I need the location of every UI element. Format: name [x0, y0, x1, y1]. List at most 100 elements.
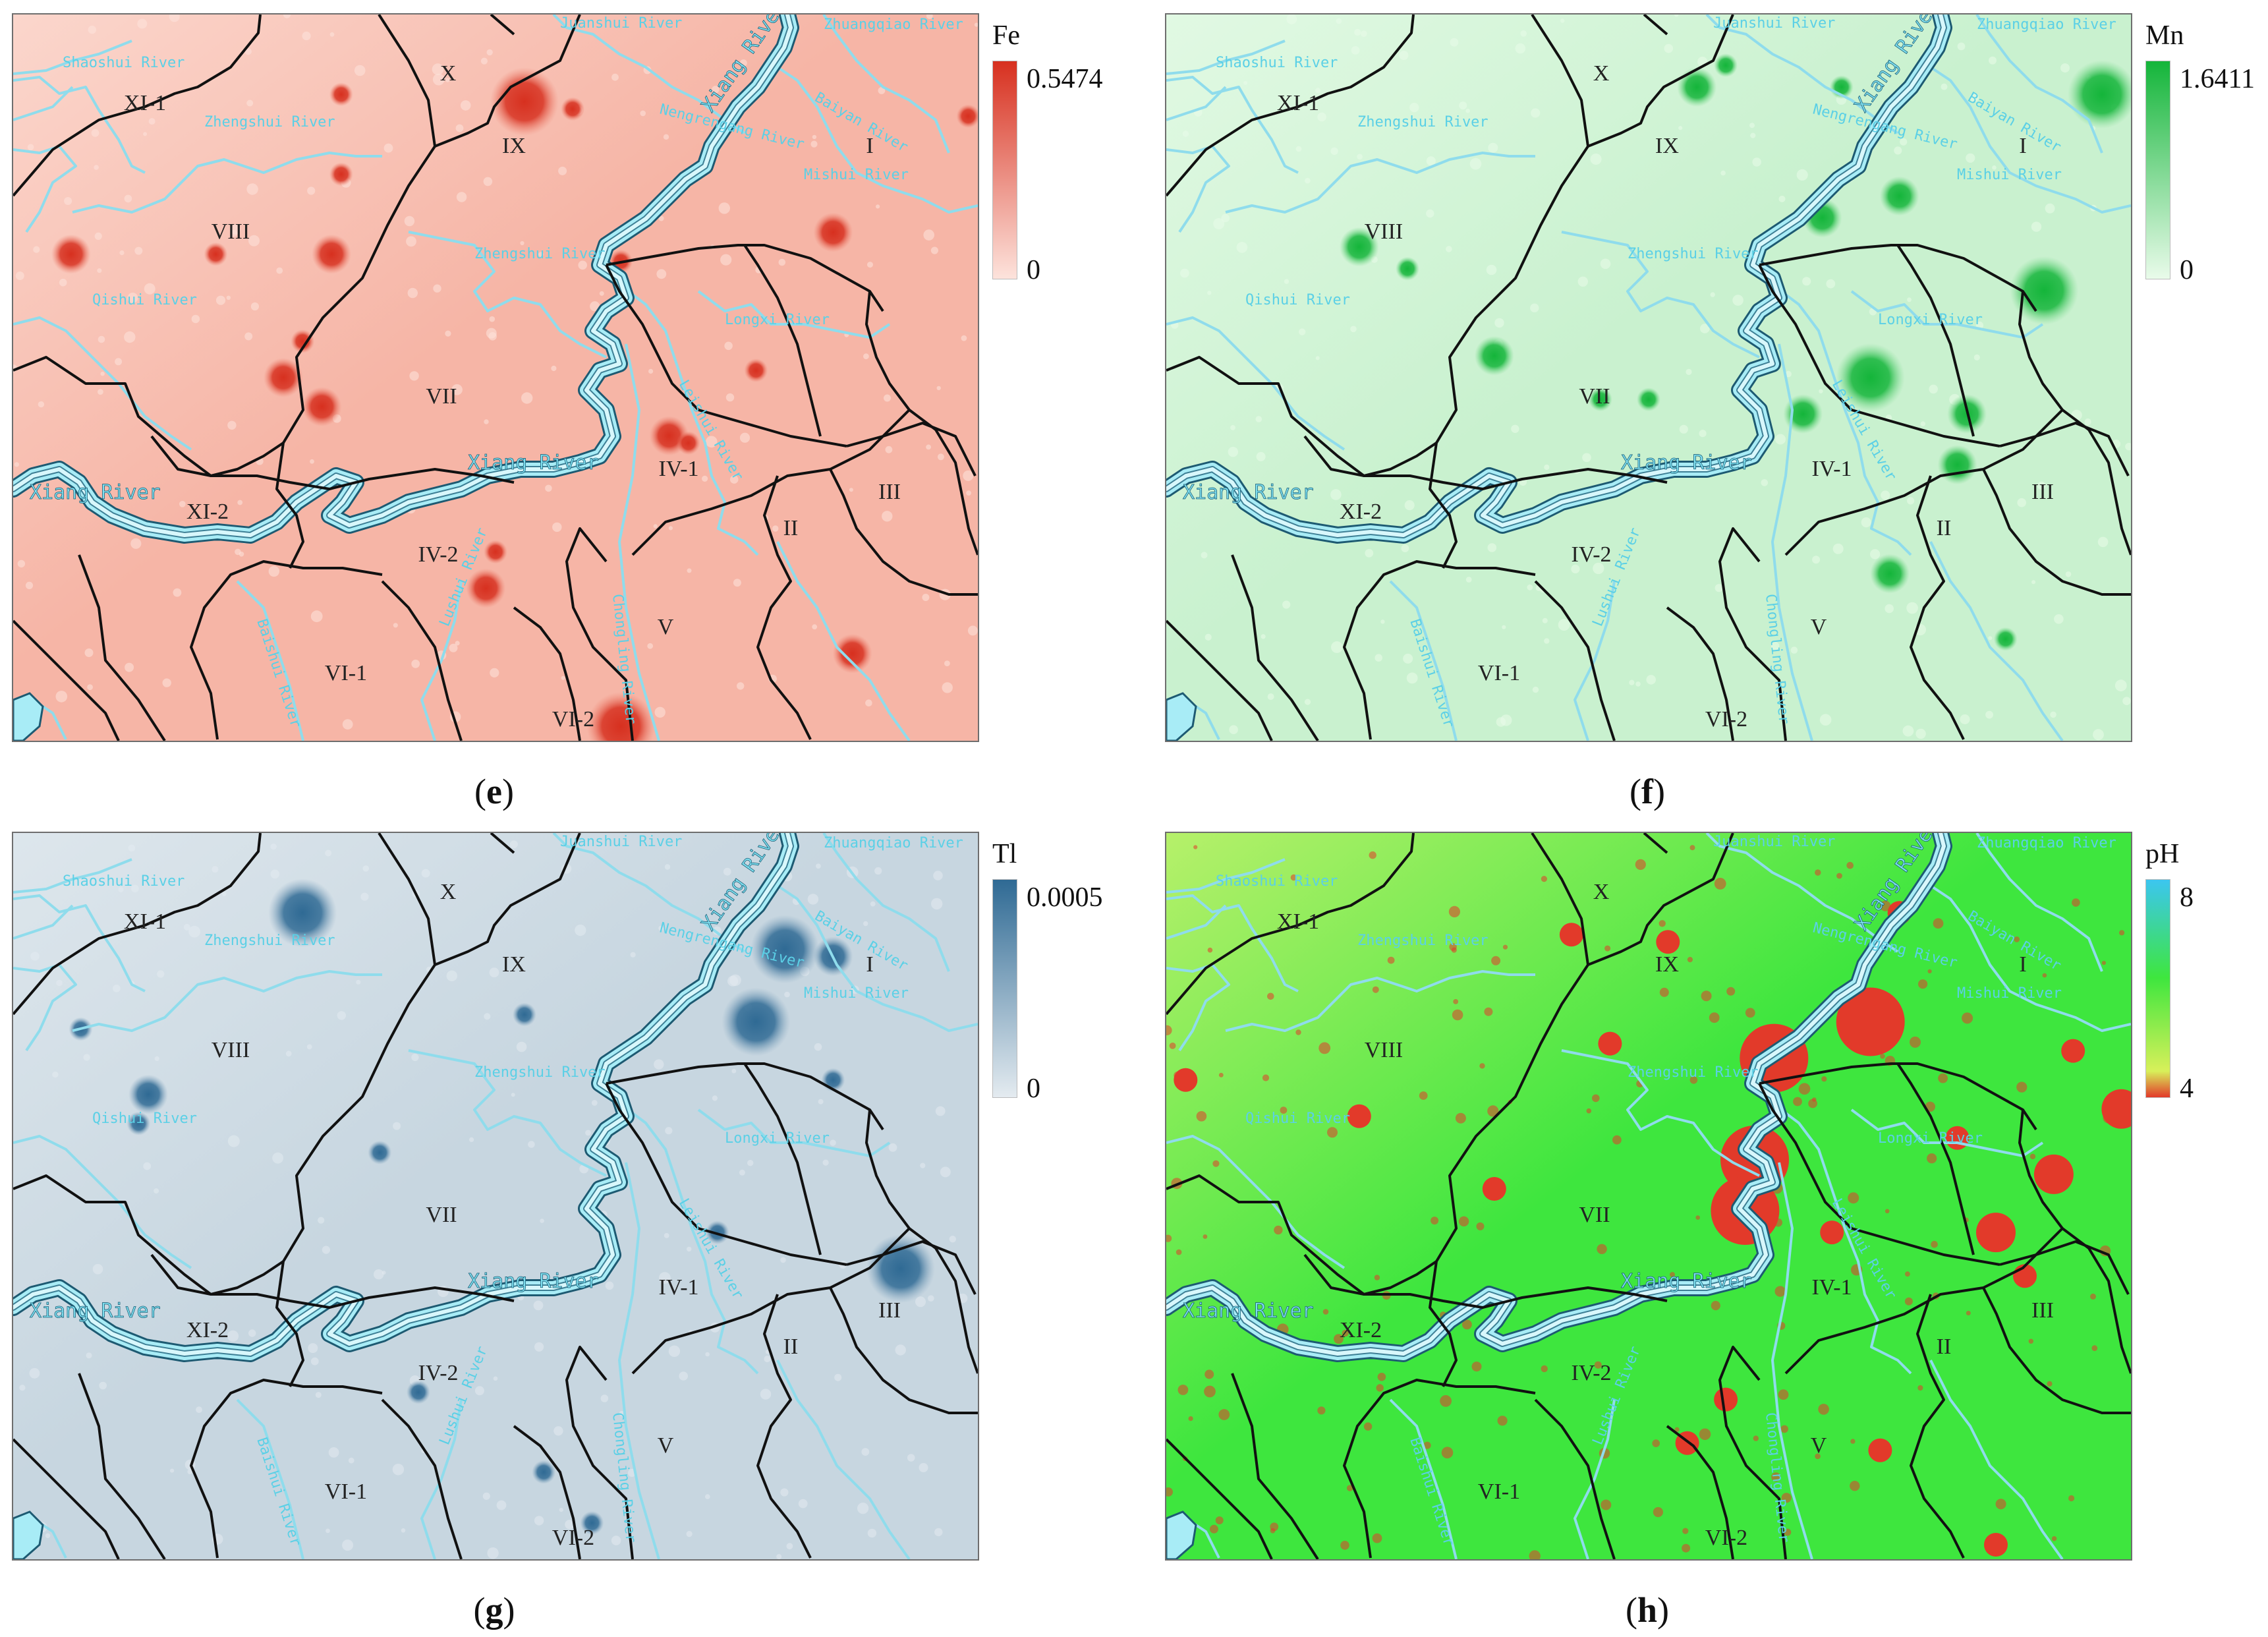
sample-point [449, 643, 458, 652]
sample-point [1597, 1244, 1607, 1254]
zone-label: II [783, 516, 799, 540]
river-label: Zhuangqiao River [824, 835, 963, 851]
sample-point [739, 432, 751, 443]
sample-point [1753, 1435, 1759, 1441]
sample-point [1973, 354, 1980, 361]
sample-point [383, 143, 393, 153]
sample-point [1819, 714, 1832, 726]
sample-point [895, 1344, 906, 1356]
sample-point [237, 500, 243, 505]
tributary-river [1573, 1399, 1616, 1559]
sample-point [926, 444, 931, 450]
zone-boundary [908, 1227, 978, 1374]
map-svg: X XI-1 IX I VIII VII IV-1 III XI-2 II IV-2 V VI-1 VI-… [13, 833, 978, 1559]
legend-max: 1.6411 [2180, 64, 2255, 94]
sample-point [878, 87, 886, 94]
tributary-river [618, 1162, 660, 1559]
concentration-hotspot [1677, 67, 1717, 107]
sample-point [2017, 498, 2026, 507]
panel-f: X XI-1 IX I VIII VII IV-1 III XI-2 II IV-2 V VI-1 VI-… [1165, 13, 2259, 817]
sample-point [1594, 1361, 1602, 1369]
sample-point [307, 187, 316, 195]
tributary-river [1166, 894, 1299, 992]
sample-point [88, 25, 96, 34]
concentration-hotspot [561, 97, 585, 121]
sample-point [1213, 218, 1225, 229]
tributary-river [1166, 86, 1227, 121]
sample-point [705, 1352, 710, 1357]
zone-boundary [78, 554, 166, 741]
tributary-river [552, 833, 746, 953]
river-label: Xiang River [1621, 451, 1752, 474]
zone-label: V [658, 1433, 674, 1458]
sample-point [143, 132, 148, 136]
zone-boundary [1303, 1253, 1668, 1309]
sample-point [882, 511, 893, 522]
sample-point [489, 316, 496, 322]
sample-point [1166, 1025, 1172, 1035]
sample-point [712, 86, 720, 94]
xiang-river [1166, 833, 1946, 1356]
zone-boundary [756, 475, 812, 740]
sample-point [227, 420, 237, 430]
sample-point [451, 384, 463, 395]
tributary-river [13, 963, 77, 1052]
zone-boundary [1166, 1174, 1438, 1296]
sample-point [1205, 1369, 1214, 1379]
legend-min: 0 [1027, 255, 1040, 285]
sample-point [191, 314, 200, 324]
river-label: Zhengshui River [1357, 114, 1488, 130]
sample-point [1732, 295, 1744, 306]
sample-point [1846, 861, 1854, 869]
sample-point [1653, 1507, 1663, 1518]
map-fe: X XI-1 IX I VIII VII IV-1 III XI-2 II IV-2 V VI-1 VI-… [12, 13, 979, 742]
sample-point [15, 272, 24, 280]
zone-boundary [13, 833, 262, 1016]
sample-point [1209, 1524, 1218, 1534]
zone-boundary [13, 1438, 120, 1559]
sample-point [1674, 1427, 1680, 1432]
lake [13, 1510, 44, 1559]
zone-boundary [490, 14, 515, 36]
sample-point [1885, 1209, 1890, 1214]
sample-point [1966, 153, 1975, 163]
sample-point [1918, 979, 1928, 989]
zone-label: VII [1579, 384, 1610, 409]
zone-label: VI-2 [1705, 707, 1747, 732]
zone-boundary [1896, 1062, 1975, 1255]
tributary-river [72, 970, 382, 1032]
sample-point [1205, 633, 1212, 641]
sample-point [659, 1272, 671, 1284]
zone-label: XI-2 [186, 500, 229, 524]
sample-point [326, 1528, 330, 1534]
sample-point [778, 258, 786, 266]
sample-point [188, 925, 200, 938]
sample-point [1182, 130, 1189, 137]
sample-point [2054, 614, 2064, 624]
tributary-river [1929, 1360, 2064, 1559]
sample-point [25, 581, 34, 590]
sample-point [56, 979, 63, 987]
sample-point [2101, 961, 2106, 965]
sample-point [310, 459, 314, 464]
panel-h: X XI-1 IX I VIII VII IV-1 III XI-2 II IV-2 V VI-1 VI-… [1165, 832, 2259, 1636]
sample-point [1295, 1029, 1301, 1035]
zone-label: VI-2 [552, 1526, 594, 1550]
sample-point [360, 892, 369, 901]
river-label: Shaoshui River [63, 55, 184, 71]
sample-point [27, 144, 34, 151]
tributary-river [236, 1398, 304, 1559]
sample-point [2047, 1381, 2053, 1387]
sample-point [154, 1188, 159, 1194]
sample-point [665, 1127, 673, 1135]
river-label: Zhengshui River [1357, 933, 1488, 949]
sample-point [128, 844, 136, 852]
tributary-river [13, 316, 192, 451]
sample-point [248, 235, 260, 246]
sample-point [1426, 156, 1436, 166]
concentration-hotspot [744, 359, 768, 382]
zone-label: II [783, 1335, 799, 1359]
sample-point [739, 1169, 745, 1176]
sample-point [2125, 443, 2131, 451]
sample-point [521, 392, 533, 404]
